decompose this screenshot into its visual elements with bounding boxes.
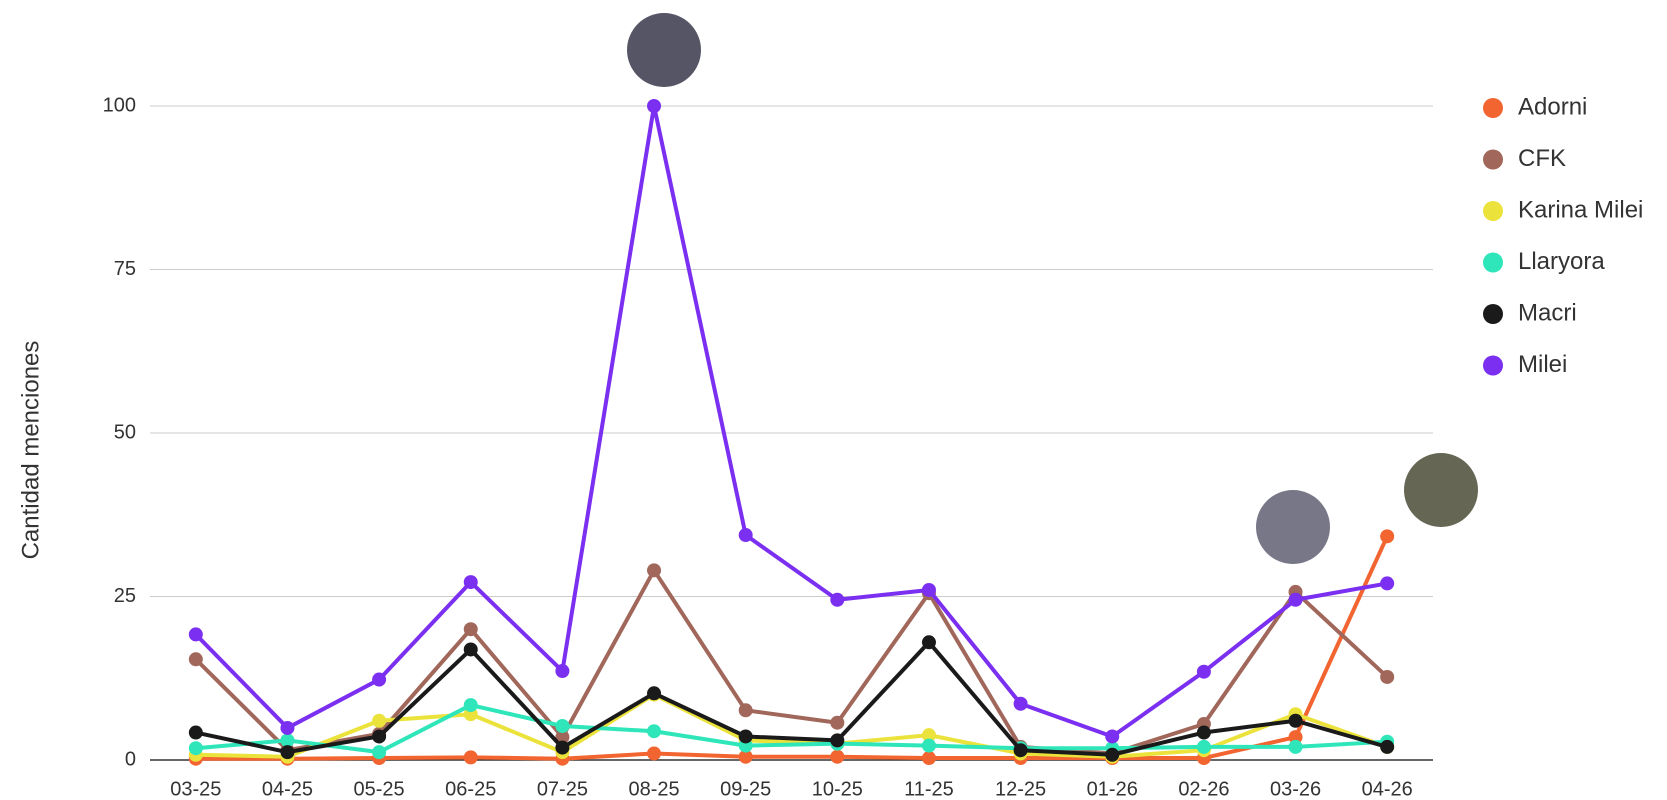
x-tick-label: 03-25 <box>170 778 221 800</box>
point <box>647 686 662 701</box>
point <box>738 729 753 744</box>
point <box>1288 730 1303 745</box>
point <box>555 740 570 755</box>
point <box>372 672 387 687</box>
avatars <box>627 13 1478 564</box>
point <box>280 720 295 735</box>
point <box>188 627 203 642</box>
point <box>1105 747 1120 762</box>
x-tick-label: 01-26 <box>1087 778 1138 800</box>
point <box>1380 669 1395 684</box>
point <box>555 730 570 745</box>
point <box>830 592 845 607</box>
legend-marker <box>1483 355 1503 376</box>
x-tick-label: 04-25 <box>262 778 313 800</box>
avatar <box>1404 453 1478 527</box>
point <box>921 728 936 743</box>
x-tick-label: 12-25 <box>995 778 1046 800</box>
line <box>194 104 1388 739</box>
legend-label: Adorni <box>1518 93 1587 120</box>
point <box>1288 739 1303 754</box>
point <box>280 733 295 748</box>
point <box>1380 529 1395 544</box>
series <box>188 635 1395 762</box>
x-tick-label: 11-25 <box>904 778 954 800</box>
y-tick-label: 0 <box>125 748 136 770</box>
point <box>1288 713 1303 728</box>
point <box>830 749 845 764</box>
avatar <box>1256 490 1330 564</box>
x-tick-label: 10-25 <box>812 778 863 800</box>
x-tick-label: 08-25 <box>628 778 679 800</box>
point <box>463 642 478 657</box>
legend-marker <box>1483 149 1503 170</box>
point <box>463 575 478 590</box>
point <box>738 703 753 718</box>
y-tick-label: 75 <box>114 258 136 280</box>
point <box>463 698 478 713</box>
legend-label: Macri <box>1518 299 1577 326</box>
point <box>647 724 662 739</box>
point <box>1196 739 1211 754</box>
point <box>463 750 478 765</box>
legend-marker <box>1483 201 1503 221</box>
y-tick-label: 25 <box>114 585 136 607</box>
point <box>1288 592 1303 607</box>
y-tick-label: 100 <box>103 94 136 116</box>
point <box>1013 696 1028 711</box>
point <box>738 528 753 543</box>
point <box>830 733 845 748</box>
point <box>372 745 387 760</box>
point <box>280 745 295 760</box>
point <box>647 746 662 761</box>
point <box>830 715 845 730</box>
x-tick-label: 09-25 <box>720 778 771 800</box>
x-tick-label: 04-26 <box>1362 778 1413 800</box>
legend-label: Llaryora <box>1518 248 1605 275</box>
point <box>463 622 478 637</box>
point <box>1380 739 1395 754</box>
point <box>372 713 387 728</box>
point <box>188 741 203 756</box>
point <box>372 729 387 744</box>
point <box>921 635 936 650</box>
y-tick-label: 50 <box>114 421 136 443</box>
line <box>195 640 1388 757</box>
legend-label: CFK <box>1518 145 1566 172</box>
x-tick-label: 07-25 <box>537 778 588 800</box>
point <box>188 652 203 667</box>
point <box>1196 725 1211 740</box>
point <box>555 718 570 733</box>
x-tick-label: 02-26 <box>1178 778 1229 800</box>
point <box>1013 743 1028 758</box>
line <box>195 703 1388 755</box>
x-tick-label: 05-25 <box>354 778 405 800</box>
point <box>647 563 662 578</box>
legend-marker <box>1483 98 1503 118</box>
legend-label: Milei <box>1518 351 1567 378</box>
series <box>188 99 1395 744</box>
y-axis-label: Cantidad menciones <box>17 341 44 560</box>
point <box>555 664 570 679</box>
point <box>738 749 753 764</box>
line <box>195 535 1389 761</box>
point <box>647 99 662 113</box>
point <box>1196 664 1211 679</box>
point <box>1105 729 1120 744</box>
point <box>921 751 936 766</box>
legend-marker <box>1483 252 1503 273</box>
x-tick-label: 06-25 <box>445 778 496 800</box>
line <box>194 568 1389 756</box>
x-tick-label: 03-26 <box>1270 778 1321 800</box>
point <box>188 725 203 740</box>
point <box>921 582 936 597</box>
point <box>921 738 936 753</box>
point <box>1380 576 1395 591</box>
avatar <box>627 13 701 87</box>
legend-label: Karina Milei <box>1518 196 1643 223</box>
legend-marker <box>1483 304 1503 324</box>
